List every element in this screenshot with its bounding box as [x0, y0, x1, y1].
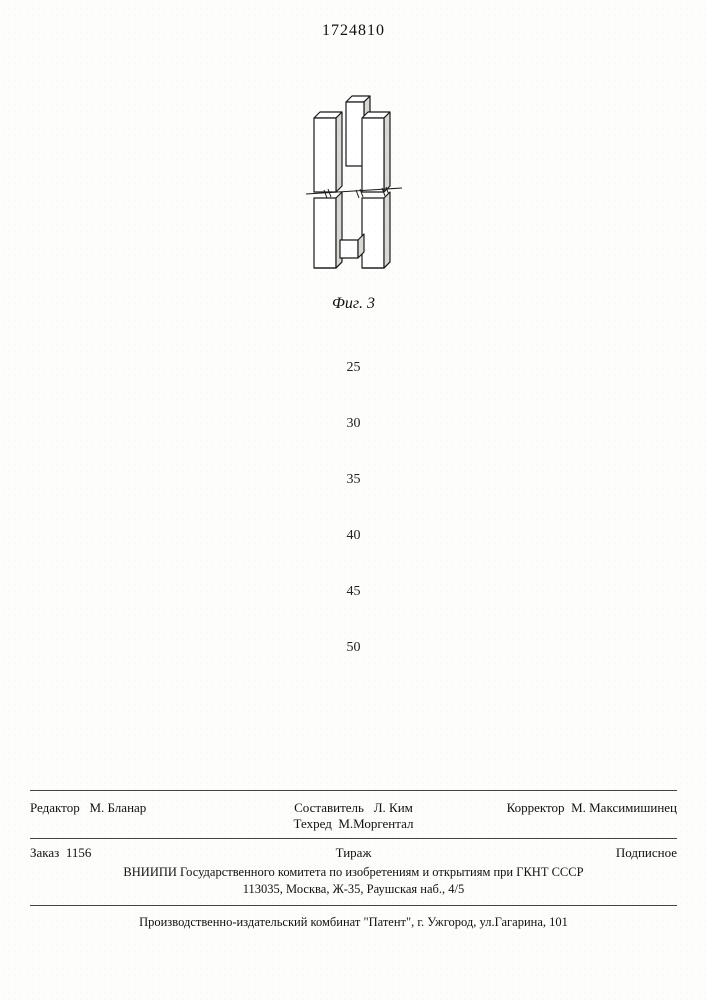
line-number: 35 — [0, 472, 707, 488]
tech-label: Техред — [294, 816, 332, 831]
line-number: 50 — [0, 640, 707, 656]
compiler-name: Л. Ким — [374, 800, 413, 815]
publisher-line-2: 113035, Москва, Ж-35, Раушская наб., 4/5 — [30, 882, 677, 897]
editor-credit: Редактор М. Бланар — [30, 800, 246, 832]
print-run: Тираж — [246, 845, 462, 861]
divider — [30, 790, 677, 791]
order-row: Заказ 1156 Тираж Подписное — [30, 845, 677, 861]
figure-3 — [284, 90, 424, 290]
line-number-column: 25 30 35 40 45 50 — [0, 320, 707, 696]
credits-row: Редактор М. Бланар Составитель Л. Ким Те… — [30, 800, 677, 832]
document-number: 1724810 — [0, 22, 707, 40]
publisher-line-1: ВНИИПИ Государственного комитета по изоб… — [30, 865, 677, 880]
order-label: Заказ — [30, 845, 59, 860]
editor-label: Редактор — [30, 800, 80, 815]
corrector-label: Корректор — [507, 800, 565, 815]
compiler-tech-credit: Составитель Л. Ким Техред М.Моргентал — [246, 800, 462, 832]
line-number: 30 — [0, 416, 707, 432]
line-number: 45 — [0, 584, 707, 600]
tech-name: М.Моргентал — [338, 816, 413, 831]
figure-svg — [284, 90, 424, 290]
compiler-label: Составитель — [294, 800, 364, 815]
line-number: 25 — [0, 360, 707, 376]
patent-page: 1724810 — [0, 0, 707, 1000]
editor-name: М. Бланар — [89, 800, 146, 815]
line-number: 40 — [0, 528, 707, 544]
corrector-name: М. Максимишинец — [571, 800, 677, 815]
figure-caption: Фиг. 3 — [0, 295, 707, 313]
order-number: 1156 — [66, 845, 92, 860]
subscription: Подписное — [461, 845, 677, 861]
divider — [30, 838, 677, 839]
corrector-credit: Корректор М. Максимишинец — [461, 800, 677, 832]
divider — [30, 905, 677, 906]
order-info: Заказ 1156 — [30, 845, 246, 861]
printer-line: Производственно-издательский комбинат "П… — [30, 915, 677, 930]
